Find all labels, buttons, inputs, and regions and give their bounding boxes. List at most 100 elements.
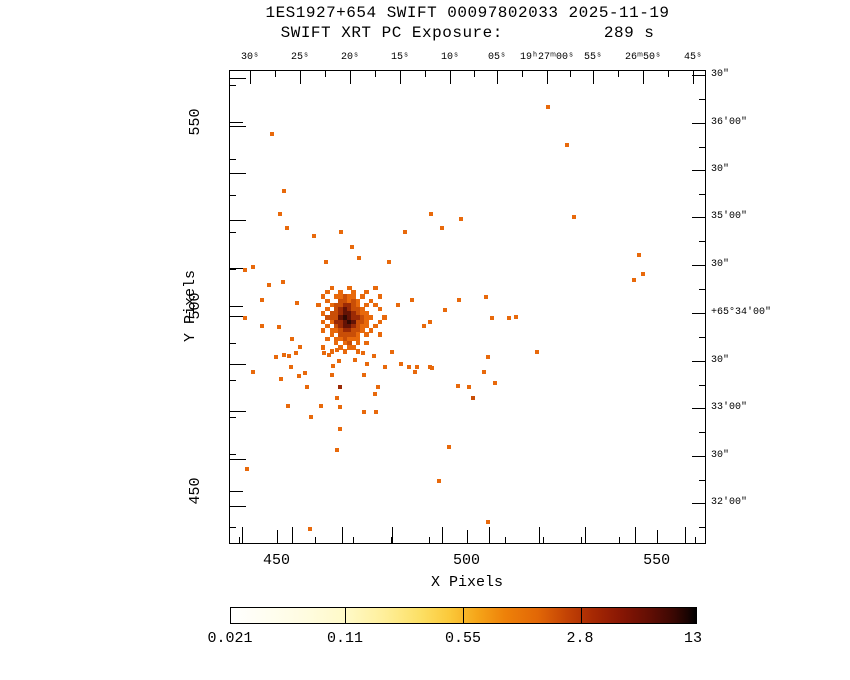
photon-pixel bbox=[421, 323, 426, 328]
cluster-pixel bbox=[364, 315, 370, 320]
ra-axis-label: 05ˢ bbox=[487, 52, 507, 63]
x-axis-minor-tick bbox=[504, 537, 506, 543]
dec-major-tick bbox=[692, 503, 705, 504]
photon-pixel bbox=[447, 444, 452, 449]
ra-minor-tick bbox=[522, 71, 523, 77]
cluster-pixel bbox=[347, 315, 352, 320]
dec-major-tick bbox=[692, 313, 705, 314]
cluster-pixel bbox=[342, 323, 348, 329]
ra-bottom-tick bbox=[539, 527, 540, 543]
photon-pixel bbox=[323, 260, 328, 265]
cluster-pixel bbox=[360, 319, 365, 325]
cluster-pixel bbox=[347, 294, 352, 299]
cluster-pixel bbox=[351, 319, 356, 325]
cluster-pixel bbox=[338, 332, 343, 337]
colorbar-divider bbox=[463, 608, 465, 623]
cluster-pixel bbox=[351, 311, 356, 316]
colorbar-divider bbox=[345, 608, 347, 623]
cluster-pixel bbox=[325, 323, 330, 329]
dec-minor-tick bbox=[699, 289, 705, 290]
photon-pixel bbox=[290, 336, 295, 341]
dec-left-tick bbox=[230, 173, 246, 174]
cluster-pixel bbox=[360, 323, 365, 329]
photon-pixel bbox=[410, 297, 415, 302]
photon-pixel bbox=[640, 271, 645, 276]
colorbar-scale-label: 0.55 bbox=[444, 630, 482, 647]
y-axis-minor-tick bbox=[230, 195, 236, 197]
cluster-pixel bbox=[355, 298, 361, 303]
ra-minor-tick bbox=[375, 71, 376, 77]
ra-bottom-tick bbox=[242, 527, 243, 543]
plot-subtitle-exposure: SWIFT XRT PC Exposure: 289 s bbox=[280, 24, 655, 42]
ra-axis-label: 15ˢ bbox=[390, 52, 410, 63]
photon-pixel bbox=[287, 354, 292, 359]
cluster-pixel bbox=[333, 336, 339, 342]
y-axis-minor-tick bbox=[230, 158, 236, 160]
ra-major-tick bbox=[593, 71, 594, 84]
photon-pixel bbox=[513, 314, 518, 319]
x-axis-minor-tick bbox=[580, 537, 582, 543]
photon-pixel bbox=[356, 256, 361, 261]
cluster-pixel bbox=[338, 311, 343, 316]
cluster-pixel bbox=[364, 323, 370, 329]
cluster-pixel bbox=[364, 332, 370, 337]
cluster-pixel bbox=[338, 315, 343, 320]
cluster-pixel bbox=[342, 340, 348, 346]
photon-pixel bbox=[330, 373, 334, 378]
photon-pixel bbox=[250, 369, 255, 374]
cluster-pixel bbox=[351, 332, 356, 337]
colorbar-scale-label: 2.8 bbox=[566, 630, 594, 647]
cluster-pixel bbox=[338, 302, 343, 308]
ra-minor-tick bbox=[325, 71, 326, 77]
cluster-pixel bbox=[329, 328, 335, 333]
ra-major-tick bbox=[250, 71, 251, 84]
photon-pixel bbox=[361, 373, 366, 378]
photon-pixel bbox=[260, 297, 265, 302]
cluster-pixel bbox=[338, 290, 343, 295]
y-axis-minor-tick bbox=[230, 232, 236, 234]
photon-pixel bbox=[486, 354, 491, 359]
cluster-pixel bbox=[342, 349, 348, 354]
ra-minor-tick bbox=[425, 71, 426, 77]
cluster-pixel bbox=[351, 336, 356, 342]
cluster-pixel bbox=[351, 323, 356, 329]
cluster-pixel bbox=[329, 302, 335, 308]
y-axis-minor-tick bbox=[230, 379, 236, 381]
cluster-pixel bbox=[360, 315, 365, 320]
cluster-pixel bbox=[355, 349, 361, 354]
ra-axis-label: 55ˢ bbox=[583, 52, 603, 63]
cluster-pixel bbox=[360, 294, 365, 299]
ra-major-tick bbox=[450, 71, 451, 84]
ra-axis-label: 19ʰ27ᵐ00ˢ bbox=[519, 52, 575, 63]
cluster-pixel bbox=[342, 332, 348, 337]
photon-pixel bbox=[293, 350, 298, 355]
cluster-pixel bbox=[364, 340, 370, 346]
cluster-pixel bbox=[338, 336, 343, 342]
cluster-pixel bbox=[333, 294, 339, 299]
cluster-pixel bbox=[347, 323, 352, 329]
cluster-pixel bbox=[355, 311, 361, 316]
cluster-pixel bbox=[351, 315, 356, 320]
cluster-pixel bbox=[360, 307, 365, 312]
cluster-pixel bbox=[377, 294, 383, 299]
photon-pixel bbox=[490, 315, 494, 320]
cluster-pixel bbox=[320, 345, 326, 350]
cluster-pixel bbox=[364, 290, 370, 295]
colorbar bbox=[230, 607, 697, 624]
cluster-pixel bbox=[355, 302, 361, 308]
ra-major-tick bbox=[350, 71, 351, 84]
ra-minor-tick bbox=[570, 71, 571, 77]
photon-pixel bbox=[407, 364, 412, 369]
cluster-pixel bbox=[338, 323, 343, 329]
ra-major-tick bbox=[643, 71, 644, 84]
cluster-pixel bbox=[320, 311, 326, 316]
cluster-pixel bbox=[373, 285, 378, 291]
ra-bottom-tick bbox=[685, 527, 686, 543]
y-tick-label: 550 bbox=[187, 108, 204, 136]
photon-pixel bbox=[337, 426, 342, 431]
ra-major-tick bbox=[547, 71, 548, 84]
x-axis-minor-tick bbox=[238, 537, 240, 543]
photon-pixel bbox=[632, 277, 637, 282]
colorbar-scale-label: 0.11 bbox=[326, 630, 364, 647]
